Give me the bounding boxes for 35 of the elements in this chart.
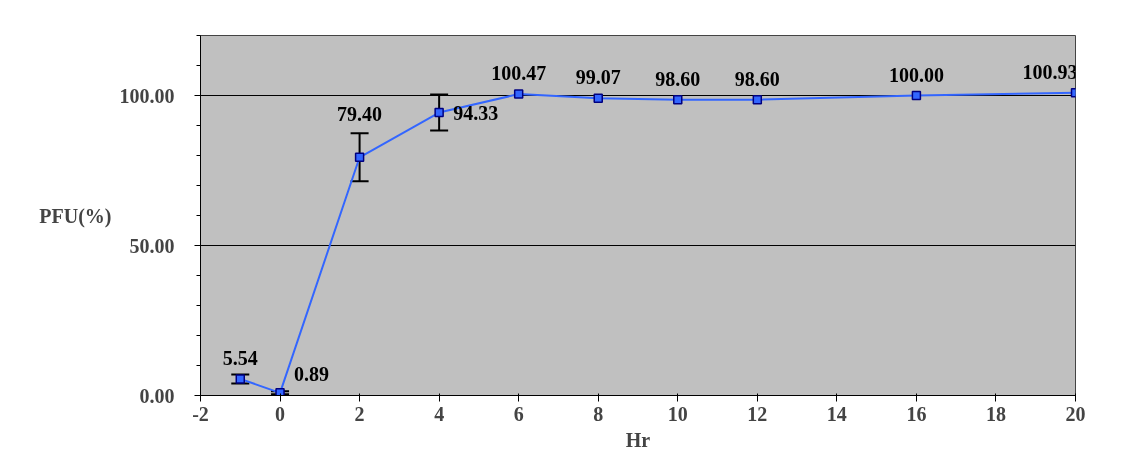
point — [593, 93, 603, 104]
x-axis-title: Hr — [625, 428, 651, 451]
x-tick-label: 0 — [275, 402, 286, 425]
x-tick-label: 12 — [747, 402, 768, 425]
point — [911, 90, 922, 101]
point — [275, 388, 285, 396]
point — [434, 107, 444, 118]
x-tick-label: 14 — [826, 402, 847, 425]
x-tick-label: 10 — [667, 402, 688, 425]
data-label: 100.00 — [888, 63, 944, 86]
y-axis-title: PFU(%) — [39, 204, 112, 228]
y-tick-label: 100.00 — [119, 84, 175, 107]
x-tick-label: 8 — [593, 402, 604, 425]
data-label: 79.40 — [337, 103, 383, 126]
point — [235, 374, 246, 384]
x-tick-label: 16 — [906, 402, 927, 425]
y-tick-label: 50.00 — [129, 234, 175, 257]
x-tick-label: 18 — [985, 402, 1006, 425]
x-tick-label: -2 — [192, 402, 209, 425]
data-label: 98.60 — [734, 67, 780, 90]
data-label: 98.60 — [655, 67, 701, 90]
data-label: 100.47 — [491, 62, 547, 85]
x-tick-label: 20 — [1065, 402, 1086, 425]
point — [673, 94, 683, 105]
x-tick-label: 4 — [434, 402, 445, 425]
data-label: 99.07 — [575, 66, 621, 89]
data-label: 0.89 — [294, 362, 330, 385]
point — [752, 94, 763, 105]
point — [513, 89, 524, 99]
point — [354, 152, 365, 163]
x-tick-label: 6 — [513, 402, 524, 425]
data-label: 5.54 — [222, 346, 258, 369]
x-tick-label: 2 — [354, 402, 365, 425]
data-label: 94.33 — [453, 101, 499, 124]
y-tick-label: 0.00 — [139, 384, 175, 407]
